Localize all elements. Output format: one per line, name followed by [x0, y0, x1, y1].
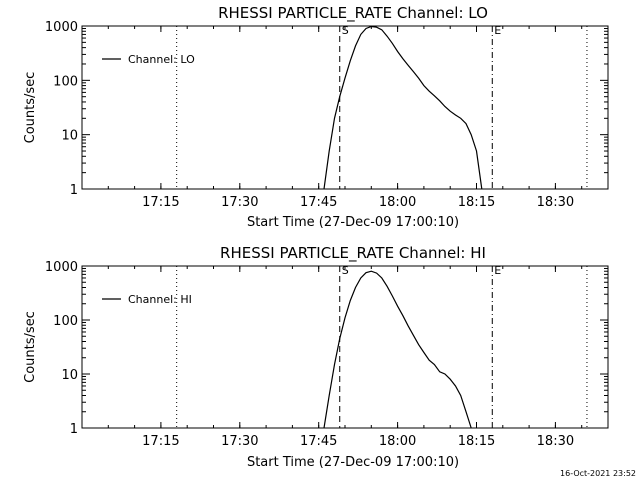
chart-title-lo: RHESSI PARTICLE_RATE Channel: LO — [218, 4, 488, 23]
series-line-hi — [323, 270, 472, 429]
x-tick-label: 18:00 — [379, 434, 416, 449]
y-tick-label: 1000 — [45, 20, 78, 35]
x-tick-label: 18:30 — [537, 434, 574, 449]
x-tick-label: 18:15 — [458, 434, 495, 449]
y-axis-label-lo: Counts/sec — [23, 72, 38, 144]
y-tick-label: 10 — [61, 368, 78, 383]
event-marker-label: E — [494, 264, 501, 277]
chart-panel-hi: RHESSI PARTICLE_RATE Channel: HI Start Ti… — [23, 244, 609, 470]
y-tick-label: 10 — [61, 129, 78, 144]
x-tick-label: 18:15 — [458, 195, 495, 210]
x-tick-label: 17:30 — [221, 434, 258, 449]
y-axis-label-hi: Counts/sec — [23, 311, 38, 383]
legend-entry-lo: Channel: LO — [128, 53, 195, 66]
footer-timestamp: 16-Oct-2021 23:52 — [560, 469, 636, 478]
series-line-lo — [323, 25, 483, 190]
plot-frame-lo — [81, 25, 609, 190]
x-tick-label: 18:30 — [537, 195, 574, 210]
x-tick-label: 18:00 — [379, 195, 416, 210]
x-tick-label: 17:30 — [221, 195, 258, 210]
x-axis-label-hi: Start Time (27-Dec-09 17:00:10) — [247, 455, 459, 470]
chart-panel-lo: RHESSI PARTICLE_RATE Channel: LO Start Ti… — [23, 4, 609, 230]
x-tick-label: 17:45 — [300, 434, 337, 449]
plot-frame-hi — [81, 265, 609, 429]
x-tick-label: 17:45 — [300, 195, 337, 210]
x-tick-label: 17:15 — [142, 434, 179, 449]
y-tick-label: 1 — [70, 183, 78, 198]
legend-entry-hi: Channel: HI — [128, 293, 192, 306]
x-tick-label: 17:15 — [142, 195, 179, 210]
y-tick-label: 100 — [53, 314, 78, 329]
event-marker-label: E — [494, 24, 501, 37]
y-tick-label: 100 — [53, 74, 78, 89]
y-tick-label: 1000 — [45, 260, 78, 275]
y-tick-label: 1 — [70, 422, 78, 437]
x-axis-label-lo: Start Time (27-Dec-09 17:00:10) — [247, 215, 459, 230]
chart-title-hi: RHESSI PARTICLE_RATE Channel: HI — [220, 244, 486, 263]
event-marker-label: S — [342, 24, 349, 37]
event-marker-label: S — [342, 264, 349, 277]
